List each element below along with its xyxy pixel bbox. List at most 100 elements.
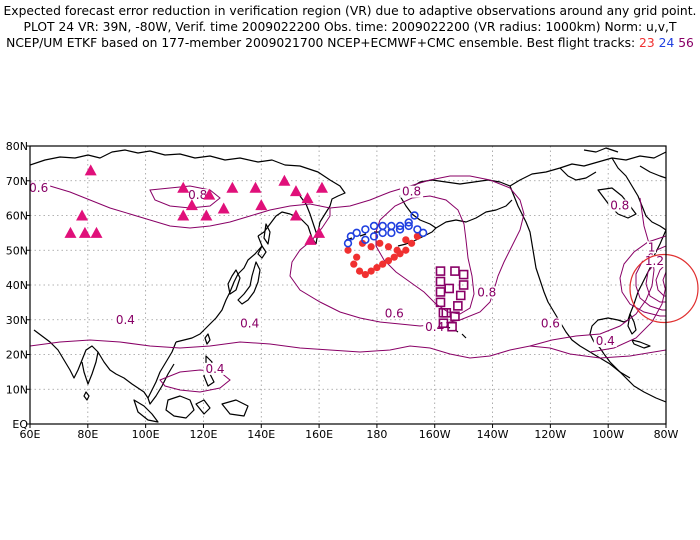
contour-label: 0.8 <box>188 188 207 202</box>
x-tick-label: 160W <box>419 428 451 441</box>
contour-label: 0.8 <box>610 199 629 213</box>
triangle-marker <box>315 181 328 193</box>
triangle-marker <box>78 226 91 238</box>
triangle-marker <box>177 209 190 221</box>
y-tick-label: 20N <box>6 349 28 362</box>
track-23-point <box>358 239 367 247</box>
track-56-point <box>438 307 449 318</box>
contour-label-bg <box>113 314 137 327</box>
track-56-point <box>435 276 446 287</box>
x-tick-label: 100W <box>592 428 624 441</box>
flight-track-56 <box>435 266 469 332</box>
contour-label: 0.4 <box>205 362 224 376</box>
header-ensemble-info: NCEP/UM ETKF based on 177-member 2009021… <box>0 35 700 51</box>
track-24-point <box>346 232 356 241</box>
track-24-point <box>369 232 379 241</box>
y-axis-tick-labels: EQ 10N 20N 30N 40N 50N 60N 70N 80N <box>6 140 30 431</box>
track-b-label: 24 <box>658 36 675 50</box>
track-56-point <box>435 266 446 276</box>
contour-label-bg <box>238 317 262 330</box>
x-tick-label: 160E <box>305 428 333 441</box>
x-tick-label: 180 <box>366 428 387 441</box>
track-23-point <box>413 232 421 240</box>
track-24-point <box>343 239 353 248</box>
triangle-marker <box>255 199 268 211</box>
header-plot-info: PLOT 24 VR: 39N, -80W, Verif. time 20090… <box>23 20 677 34</box>
triangle-marker <box>289 185 302 197</box>
contour-label: 0.6 <box>29 181 48 195</box>
verification-region-circle <box>629 253 699 324</box>
track-23-point <box>367 267 375 275</box>
track-56-point <box>447 321 457 332</box>
track-24-point <box>395 225 405 234</box>
triangle-markers <box>64 164 328 245</box>
y-tick-label: 60N <box>6 210 28 223</box>
track-23-point <box>367 243 375 251</box>
track-23-point <box>355 267 364 275</box>
track-23-point <box>350 260 358 268</box>
x-tick-label: 100E <box>132 428 160 441</box>
triangle-marker <box>84 164 97 176</box>
header-ensemble-text: NCEP/UM ETKF based on 177-member 2009021… <box>6 36 636 50</box>
x-tick-label: 80E <box>77 428 98 441</box>
contour-label-bg <box>423 321 447 334</box>
track-56-point <box>444 283 454 294</box>
track-24-point <box>395 221 405 231</box>
x-tick-label: 60E <box>20 428 41 441</box>
x-tick-label: 140E <box>247 428 275 441</box>
track-c-label: 56 <box>678 36 694 50</box>
contour-label: 0.6 <box>385 306 404 320</box>
track-56-point <box>435 297 446 308</box>
contour-label: 1 <box>648 240 656 254</box>
contour-label-bg <box>647 241 657 254</box>
track-24-point <box>352 228 361 238</box>
x-tick-label: 120W <box>534 428 566 441</box>
y-tick-label: 10N <box>6 383 28 396</box>
flight-track-24 <box>343 211 428 248</box>
triangle-marker <box>226 181 239 193</box>
track-23-point <box>408 239 416 247</box>
triangle-marker <box>90 226 103 238</box>
track-a-label: 23 <box>639 36 655 50</box>
triangle-marker <box>304 233 317 245</box>
y-tick-label: 30N <box>6 314 28 327</box>
triangle-marker <box>76 209 89 221</box>
y-tick-label: 40N <box>6 279 28 292</box>
track-56-point <box>435 287 446 297</box>
triangle-marker <box>185 199 198 211</box>
contour-label-bg <box>608 199 632 212</box>
track-56-point <box>450 266 460 276</box>
track-56-point <box>458 280 469 290</box>
track-23-point <box>402 246 410 254</box>
track-23-point <box>361 270 369 279</box>
track-23-point <box>390 253 398 261</box>
track-23-point <box>344 246 352 254</box>
track-24-point <box>361 235 370 245</box>
contour-label: 0.8 <box>477 285 496 299</box>
y-tick-label: 70N <box>6 175 28 188</box>
track-24-point <box>361 225 370 234</box>
track-23-point <box>376 239 384 247</box>
contour-labels: 0.6 0.80.4 0.40.40.80.60.40.80.60.40.811.2 <box>27 181 666 376</box>
y-tick-label: 80N <box>6 140 28 153</box>
grid-lines <box>30 146 666 424</box>
track-56-point <box>458 269 469 280</box>
track-56-point <box>455 290 466 301</box>
track-23-point <box>402 236 410 244</box>
track-24-point <box>387 228 396 238</box>
contour-label-bg <box>203 362 227 375</box>
track-23-point <box>353 253 361 261</box>
triangle-marker <box>217 202 230 214</box>
track-23-point <box>373 264 381 272</box>
track-24-point <box>410 211 419 220</box>
track-24-point <box>404 221 413 231</box>
forecast-contours <box>30 175 666 393</box>
contour-label: 0.6 <box>541 317 560 331</box>
contour-label-bg <box>382 307 406 320</box>
triangle-marker <box>249 181 262 193</box>
x-axis-tick-labels: 60E 80E 100E 120E 140E 160E 180 160W 140W 120W 100… <box>20 424 679 441</box>
contour-label: 0.4 <box>116 313 135 327</box>
track-24-point <box>378 228 387 238</box>
track-24-point <box>418 228 428 238</box>
